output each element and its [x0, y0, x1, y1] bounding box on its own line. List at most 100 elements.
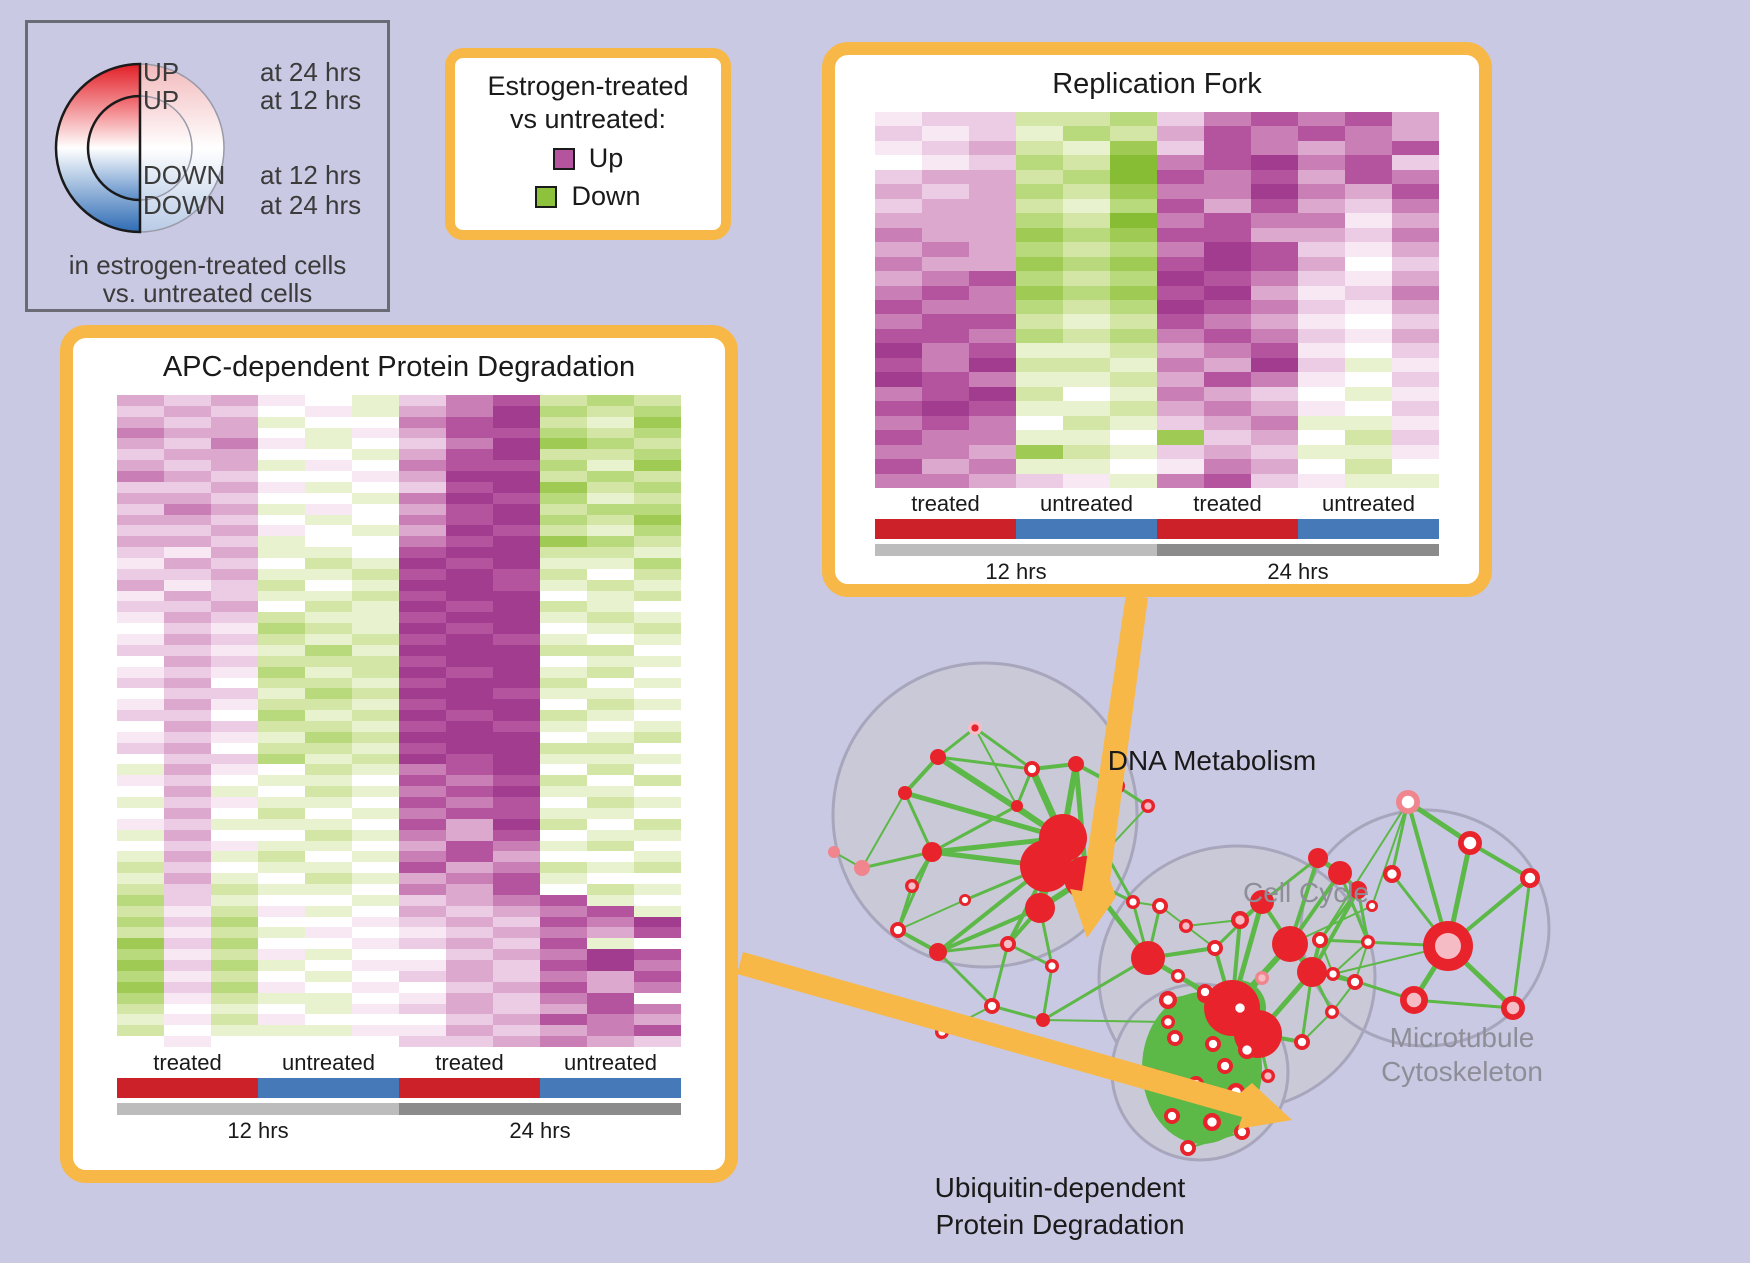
heatmap-cell — [258, 916, 305, 928]
heatmap-cell — [540, 601, 587, 613]
timepoint-bar — [399, 1103, 681, 1115]
timepoint-bar — [1157, 544, 1439, 556]
network-node — [1126, 895, 1140, 909]
heatmap-cell — [117, 818, 164, 830]
heatmap-cell — [1016, 213, 1063, 228]
heatmap-cell — [399, 568, 446, 580]
network-node-center — [1003, 939, 1013, 949]
heatmap-cell — [305, 688, 352, 700]
heatmap-cell — [1016, 242, 1063, 257]
heatmap-cell — [1063, 140, 1110, 156]
heatmap-cell — [587, 731, 634, 743]
heatmap-cell — [1251, 271, 1298, 286]
heatmap-cell — [1016, 430, 1063, 445]
heatmap-cell — [540, 579, 587, 591]
network-node-center — [1164, 1018, 1172, 1026]
heatmap-cell — [540, 460, 587, 472]
network-edge — [1006, 837, 1065, 945]
heatmap-cell — [540, 666, 587, 678]
heatmap-cell — [1016, 386, 1063, 402]
network-node-center — [1231, 1087, 1241, 1097]
network-node — [1171, 969, 1185, 983]
heatmap-cell — [1251, 140, 1298, 156]
network-edge — [1316, 855, 1342, 876]
network-edge — [1103, 851, 1135, 903]
heatmap-cell — [969, 430, 1016, 445]
network-edge — [1319, 801, 1409, 941]
heatmap-cell — [305, 481, 352, 493]
heatmap-cell — [540, 992, 587, 1004]
heatmap-cell — [1110, 314, 1157, 329]
heatmap-cell — [875, 343, 922, 358]
heatmap-cell — [305, 807, 352, 819]
heatmap-cell — [1392, 242, 1439, 257]
heatmap-cell — [1345, 444, 1392, 460]
heatmap-cell — [164, 970, 211, 982]
heatmap-cell — [399, 894, 446, 906]
network-edge — [1006, 906, 1042, 946]
heatmap-cell — [399, 873, 446, 884]
heatmap-cell — [1157, 343, 1204, 358]
heatmap-cell — [969, 213, 1016, 228]
heatmap-cell — [211, 731, 258, 743]
heatmap-cell — [211, 568, 258, 580]
heatmap-cell — [117, 742, 164, 754]
heatmap-cell — [1298, 459, 1345, 474]
heatmap-cell — [117, 666, 164, 678]
heatmap-cell — [446, 970, 493, 982]
network-node — [1297, 957, 1327, 987]
heatmap-cell — [399, 416, 446, 428]
heatmap-cell — [258, 1036, 305, 1047]
heatmap-cell — [1204, 314, 1251, 329]
heatmap-cell — [258, 460, 305, 472]
heatmap-cell — [493, 558, 540, 569]
condition-label: untreated — [1322, 490, 1415, 516]
network-node-center — [1129, 898, 1137, 906]
heatmap-cell — [634, 503, 681, 515]
network-node-center — [1191, 1079, 1201, 1089]
heatmap-cell — [258, 634, 305, 645]
heatmap-cell — [634, 612, 681, 624]
heatmap-cell — [117, 753, 164, 765]
heatmap-cell — [117, 862, 164, 874]
heatmap-cell — [969, 227, 1016, 243]
heatmap-cell — [493, 1025, 540, 1037]
network-node — [1000, 936, 1016, 952]
network-node — [1011, 800, 1023, 812]
heatmap-cell — [352, 840, 399, 852]
network-edge — [1154, 1077, 1197, 1085]
heatmap-cell — [1016, 126, 1063, 141]
network-edge — [1037, 865, 1049, 909]
heatmap-cell — [399, 818, 446, 830]
heatmap-cell — [1204, 444, 1251, 460]
network-edge — [904, 790, 1064, 841]
heatmap-cell — [117, 1003, 164, 1015]
network-edge — [931, 835, 1064, 855]
down-label: Down — [571, 181, 641, 211]
network-edge — [1332, 941, 1369, 975]
heatmap-cell — [1251, 213, 1298, 228]
heatmap-cell — [399, 460, 446, 472]
network-edge — [1185, 919, 1241, 927]
heatmap-cell — [164, 916, 211, 928]
heatmap-cell — [875, 401, 922, 416]
heatmap-cell — [399, 677, 446, 689]
network-node — [1036, 1013, 1050, 1027]
heatmap-cell — [1157, 271, 1204, 286]
heatmap-cell — [305, 938, 352, 950]
heatmap-cell — [399, 884, 446, 895]
network-edge — [990, 943, 1010, 1007]
heatmap-cell — [305, 634, 352, 645]
condition-label: treated — [435, 1049, 504, 1075]
condition-label: untreated — [1040, 490, 1133, 516]
heatmap-cell — [1063, 112, 1110, 127]
heatmap-cell — [1204, 213, 1251, 228]
network-node — [1045, 959, 1059, 973]
network-node — [922, 842, 942, 862]
network-node — [930, 749, 946, 765]
network-node — [1179, 919, 1193, 933]
heatmap-cell — [922, 430, 969, 445]
heatmap-cell — [305, 536, 352, 548]
cluster-label: Cell Cycle — [1242, 877, 1370, 908]
heatmap-cell — [258, 395, 305, 406]
